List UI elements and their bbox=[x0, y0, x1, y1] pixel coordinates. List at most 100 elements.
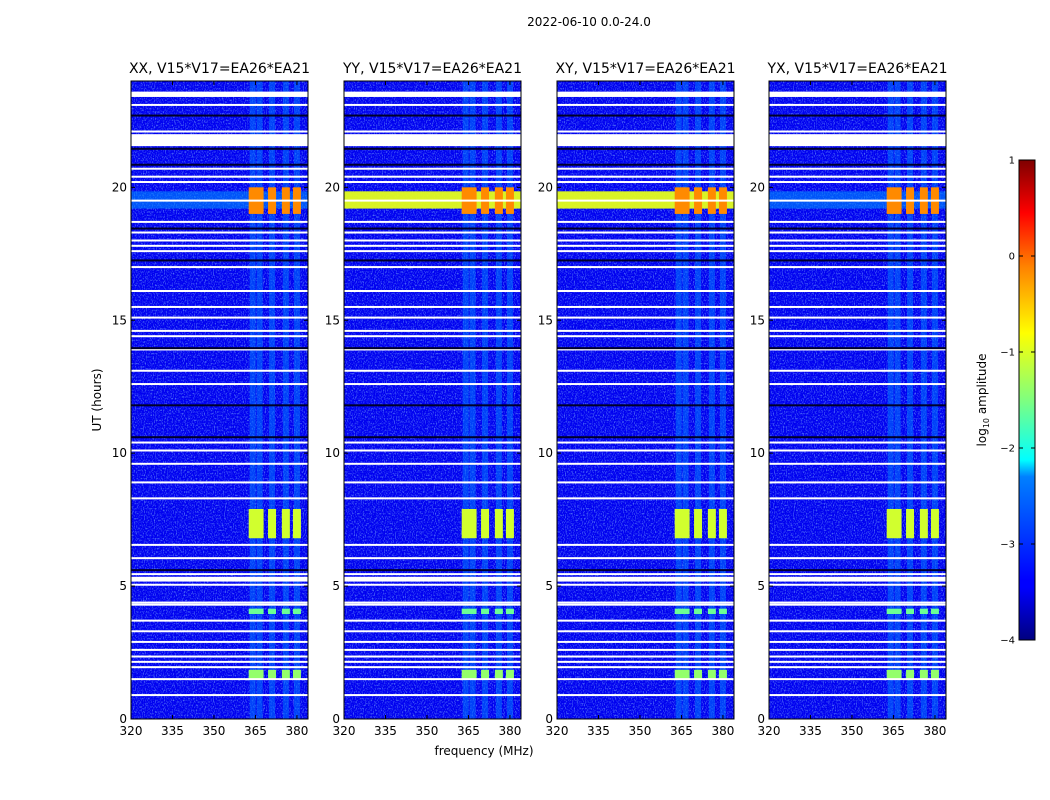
panel-frame bbox=[130, 80, 309, 720]
rfi-burst bbox=[893, 608, 902, 614]
x-axis-label: frequency (MHz) bbox=[434, 744, 533, 758]
rfi-burst bbox=[930, 508, 939, 539]
dark-row bbox=[344, 227, 521, 230]
data-gap bbox=[557, 130, 734, 133]
panel-image bbox=[557, 81, 734, 719]
colorbar: −4 −3 −2 −1 0 1 log10 amplitude bbox=[975, 156, 1036, 647]
dark-row bbox=[557, 404, 734, 407]
data-gap bbox=[769, 462, 946, 465]
rfi-burst bbox=[461, 508, 470, 539]
data-gap bbox=[344, 462, 521, 465]
data-gap bbox=[131, 449, 308, 452]
rfi-channel bbox=[931, 81, 938, 719]
dark-row bbox=[557, 259, 734, 262]
panel-title: YX, V15*V17=EA26*EA21 bbox=[766, 61, 947, 77]
data-gap bbox=[769, 199, 946, 202]
data-gap bbox=[557, 573, 734, 576]
data-gap bbox=[769, 220, 946, 223]
data-gap bbox=[557, 244, 734, 247]
colorbar-tick-label: −1 bbox=[1000, 348, 1015, 359]
data-gap bbox=[344, 305, 521, 308]
data-gap bbox=[344, 497, 521, 500]
data-gap bbox=[344, 441, 521, 444]
data-gap bbox=[557, 648, 734, 651]
data-gap-band bbox=[344, 576, 521, 582]
data-gap bbox=[557, 630, 734, 633]
rfi-burst bbox=[681, 608, 690, 614]
y-tick-label: 10 bbox=[750, 446, 765, 460]
data-gap bbox=[344, 655, 521, 658]
data-gap bbox=[344, 244, 521, 247]
dark-row bbox=[131, 163, 308, 166]
noise-texture bbox=[557, 81, 734, 719]
dark-row bbox=[769, 404, 946, 407]
data-gap bbox=[769, 640, 946, 643]
x-tick-label: 335 bbox=[587, 724, 610, 738]
data-gap bbox=[769, 573, 946, 576]
panel-title: YY, V15*V17=EA26*EA21 bbox=[342, 61, 522, 77]
data-gap bbox=[131, 383, 308, 386]
dark-row bbox=[557, 347, 734, 350]
data-gap bbox=[344, 543, 521, 546]
dark-row bbox=[131, 227, 308, 230]
y-tick-label: 10 bbox=[538, 446, 553, 460]
data-gap bbox=[344, 348, 521, 351]
data-gap bbox=[131, 543, 308, 546]
colorbar-label: log10 amplitude bbox=[975, 354, 991, 447]
dark-row bbox=[557, 163, 734, 166]
data-gap bbox=[769, 557, 946, 560]
noise-texture bbox=[131, 81, 308, 719]
data-gap bbox=[557, 199, 734, 202]
data-gap bbox=[557, 619, 734, 622]
rfi-burst bbox=[919, 669, 928, 680]
rfi-burst bbox=[255, 508, 264, 539]
data-gap bbox=[769, 175, 946, 178]
data-gap bbox=[557, 601, 734, 604]
dark-row bbox=[131, 147, 308, 150]
data-gap bbox=[131, 369, 308, 372]
x-tick-label: 365 bbox=[244, 724, 267, 738]
panel-frame bbox=[343, 80, 522, 720]
data-gap bbox=[557, 660, 734, 663]
dark-row bbox=[344, 114, 521, 117]
rfi-burst bbox=[886, 608, 895, 614]
rfi-burst bbox=[248, 608, 257, 614]
data-gap bbox=[769, 449, 946, 452]
data-gap bbox=[344, 167, 521, 170]
data-gap bbox=[344, 266, 521, 269]
data-gap bbox=[557, 640, 734, 643]
data-gap bbox=[344, 481, 521, 484]
data-gap bbox=[557, 239, 734, 242]
data-gap bbox=[769, 583, 946, 586]
data-gap bbox=[769, 543, 946, 546]
rfi-burst bbox=[707, 608, 716, 614]
rfi-burst bbox=[718, 608, 727, 614]
dark-row bbox=[344, 347, 521, 350]
y-tick-label: 20 bbox=[750, 180, 765, 194]
colorbar-tick-label: −4 bbox=[1000, 636, 1015, 647]
data-gap bbox=[769, 130, 946, 133]
data-gap bbox=[344, 449, 521, 452]
x-tick-label: 380 bbox=[285, 724, 308, 738]
dark-row bbox=[769, 347, 946, 350]
rfi-burst bbox=[468, 508, 477, 539]
rfi-channel bbox=[907, 81, 914, 719]
data-gap bbox=[131, 481, 308, 484]
rfi-burst bbox=[268, 608, 277, 614]
rfi-burst bbox=[919, 508, 928, 539]
rfi-burst bbox=[906, 508, 915, 539]
data-gap bbox=[344, 181, 521, 184]
data-gap bbox=[131, 678, 308, 681]
data-gap bbox=[769, 316, 946, 319]
data-gap-band bbox=[557, 134, 734, 147]
data-gap bbox=[344, 369, 521, 372]
panel-image bbox=[131, 81, 308, 719]
data-gap bbox=[557, 497, 734, 500]
y-tick-label: 5 bbox=[545, 579, 553, 593]
panel: YY, V15*V17=EA26*EA21 320 335 350 365 380 0 5 10… bbox=[325, 61, 522, 738]
rfi-burst bbox=[893, 508, 902, 539]
data-gap bbox=[131, 181, 308, 184]
data-gap bbox=[769, 290, 946, 293]
data-gap bbox=[131, 462, 308, 465]
